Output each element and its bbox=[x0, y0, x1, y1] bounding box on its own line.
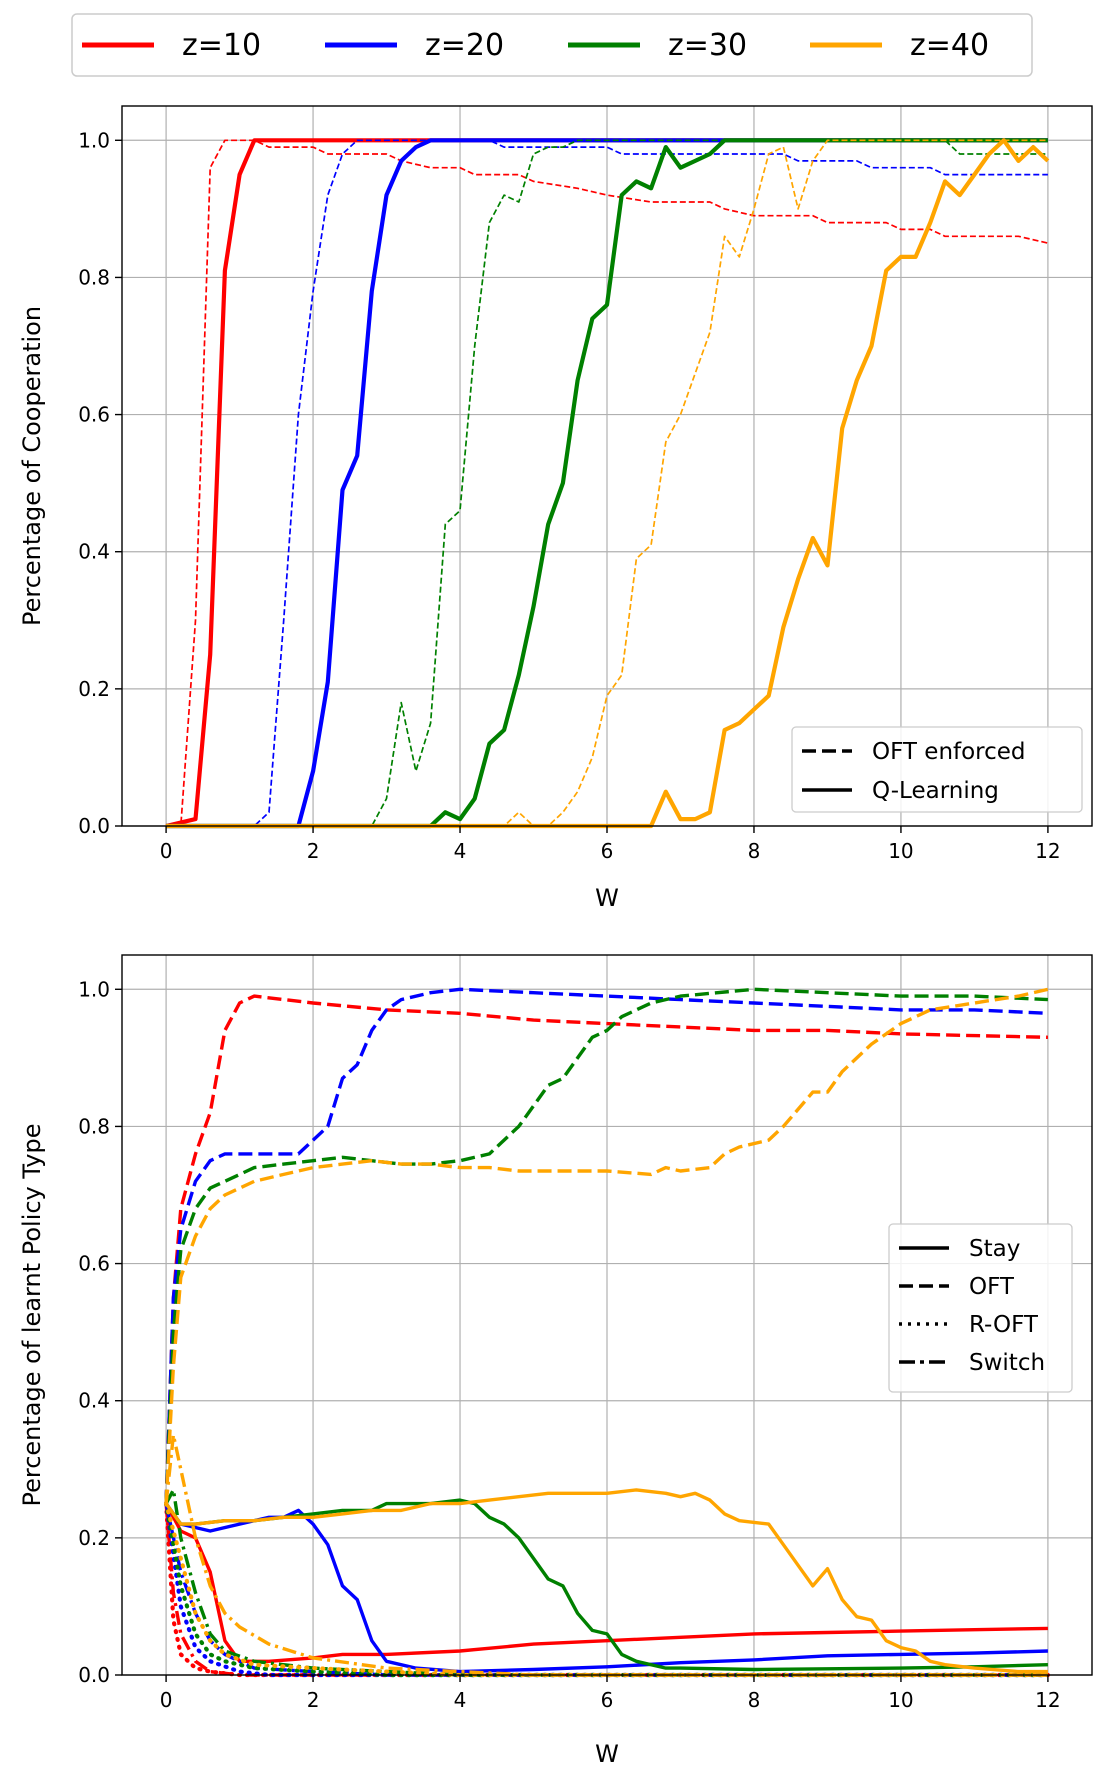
legend-label-z10: z=10 bbox=[182, 28, 261, 63]
policy-type-style-legend: Stay OFT R-OFT Switch bbox=[888, 1223, 1073, 1393]
policy-type-legend-label-stay: Stay bbox=[969, 1236, 1020, 1262]
cooperation-legend-label-oft-enforced: OFT enforced bbox=[872, 739, 1026, 765]
policy-type-x-axis-label: W bbox=[595, 1740, 619, 1768]
legend-label-z20: z=20 bbox=[425, 28, 504, 63]
policy-type-x-tick-label: 0 bbox=[160, 1688, 173, 1712]
policy-type-series-line-12 bbox=[164, 987, 1049, 1504]
policy-type-series-line-13 bbox=[164, 1488, 1048, 1674]
cooperation-y-tick-label: 0.4 bbox=[78, 540, 110, 564]
cooperation-series-line-5 bbox=[166, 139, 1048, 827]
cooperation-series-line-6 bbox=[166, 138, 1050, 829]
cooperation-series-line-2 bbox=[166, 138, 1048, 829]
cooperation-y-tick-label: 0.0 bbox=[78, 814, 110, 838]
policy-type-series-line-15 bbox=[164, 1433, 1048, 1677]
policy-type-series-line-4 bbox=[164, 987, 1048, 1504]
cooperation-y-tick-label: 0.8 bbox=[78, 265, 110, 289]
policy-type-x-tick-label: 6 bbox=[601, 1688, 614, 1712]
legend-label-z30: z=30 bbox=[668, 28, 747, 63]
cooperation-x-axis-label: W bbox=[595, 884, 619, 912]
policy-type-legend-label-oft: OFT bbox=[969, 1274, 1015, 1300]
cooperation-style-legend-box bbox=[791, 726, 1083, 813]
cooperation-x-tick-label: 0 bbox=[160, 839, 173, 863]
cooperation-x-tick-label: 12 bbox=[1035, 839, 1060, 863]
policy-type-series-line-10 bbox=[164, 1501, 1050, 1678]
policy-type-y-tick-label: 0.0 bbox=[78, 1663, 110, 1687]
cooperation-x-tick-label: 6 bbox=[601, 839, 614, 863]
policy-type-legend-label-r-oft: R-OFT bbox=[969, 1312, 1039, 1338]
cooperation-x-tick-label: 10 bbox=[888, 839, 913, 863]
cooperation-y-tick-label: 0.2 bbox=[78, 677, 110, 701]
cooperation-y-tick-label: 0.6 bbox=[78, 403, 110, 427]
cooperation-x-tick-label: 4 bbox=[454, 839, 467, 863]
color-legend: z=10 z=20 z=30 z=40 bbox=[71, 13, 1033, 77]
cooperation-y-tick-label: 1.0 bbox=[78, 128, 110, 152]
policy-type-y-tick-label: 0.8 bbox=[78, 1114, 110, 1138]
cooperation-x-tick-label: 2 bbox=[307, 839, 320, 863]
policy-type-y-tick-label: 0.6 bbox=[78, 1252, 110, 1276]
policy-type-x-tick-label: 8 bbox=[748, 1688, 761, 1712]
policy-type-x-tick-label: 12 bbox=[1035, 1688, 1060, 1712]
cooperation-legend-label-q-learning: Q-Learning bbox=[872, 778, 999, 804]
policy-type-series-line-8 bbox=[164, 987, 1048, 1504]
policy-type-x-tick-label: 4 bbox=[454, 1688, 467, 1712]
cooperation-series-line-3 bbox=[166, 139, 1048, 827]
policy-type-y-tick-label: 0.4 bbox=[78, 1389, 110, 1413]
policy-type-series-line-6 bbox=[164, 1501, 1050, 1678]
cooperation-style-legend: OFT enforced Q-Learning bbox=[791, 726, 1083, 813]
policy-type-style-legend-box bbox=[888, 1223, 1073, 1393]
policy-type-series bbox=[164, 987, 1050, 1678]
policy-type-y-tick-label: 1.0 bbox=[78, 977, 110, 1001]
policy-type-y-axis-label: Percentage of learnt Policy Type bbox=[18, 1123, 46, 1506]
policy-type-chart: 0 2 4 6 8 10 12 0.0 0.2 0.4 0.6 0.8 1.0 W Percentage… bbox=[18, 954, 1093, 1768]
policy-type-series-line-0 bbox=[164, 994, 1048, 1504]
cooperation-series-line-4 bbox=[166, 138, 1048, 829]
policy-type-legend-label-switch: Switch bbox=[969, 1350, 1045, 1376]
policy-type-series-line-1 bbox=[164, 1502, 1048, 1663]
cooperation-chart: 0 2 4 6 8 10 12 0.0 0.2 0.4 0.6 0.8 1.0 W Percentage… bbox=[18, 105, 1093, 912]
policy-type-x-tick-label: 10 bbox=[888, 1688, 913, 1712]
cooperation-x-tick-label: 8 bbox=[748, 839, 761, 863]
cooperation-y-axis-label: Percentage of Cooperation bbox=[18, 306, 46, 626]
cooperation-series bbox=[165, 138, 1050, 829]
policy-type-y-tick-label: 0.2 bbox=[78, 1526, 110, 1550]
color-legend-box bbox=[71, 13, 1033, 77]
legend-label-z40: z=40 bbox=[910, 28, 989, 63]
policy-type-x-tick-label: 2 bbox=[307, 1688, 320, 1712]
